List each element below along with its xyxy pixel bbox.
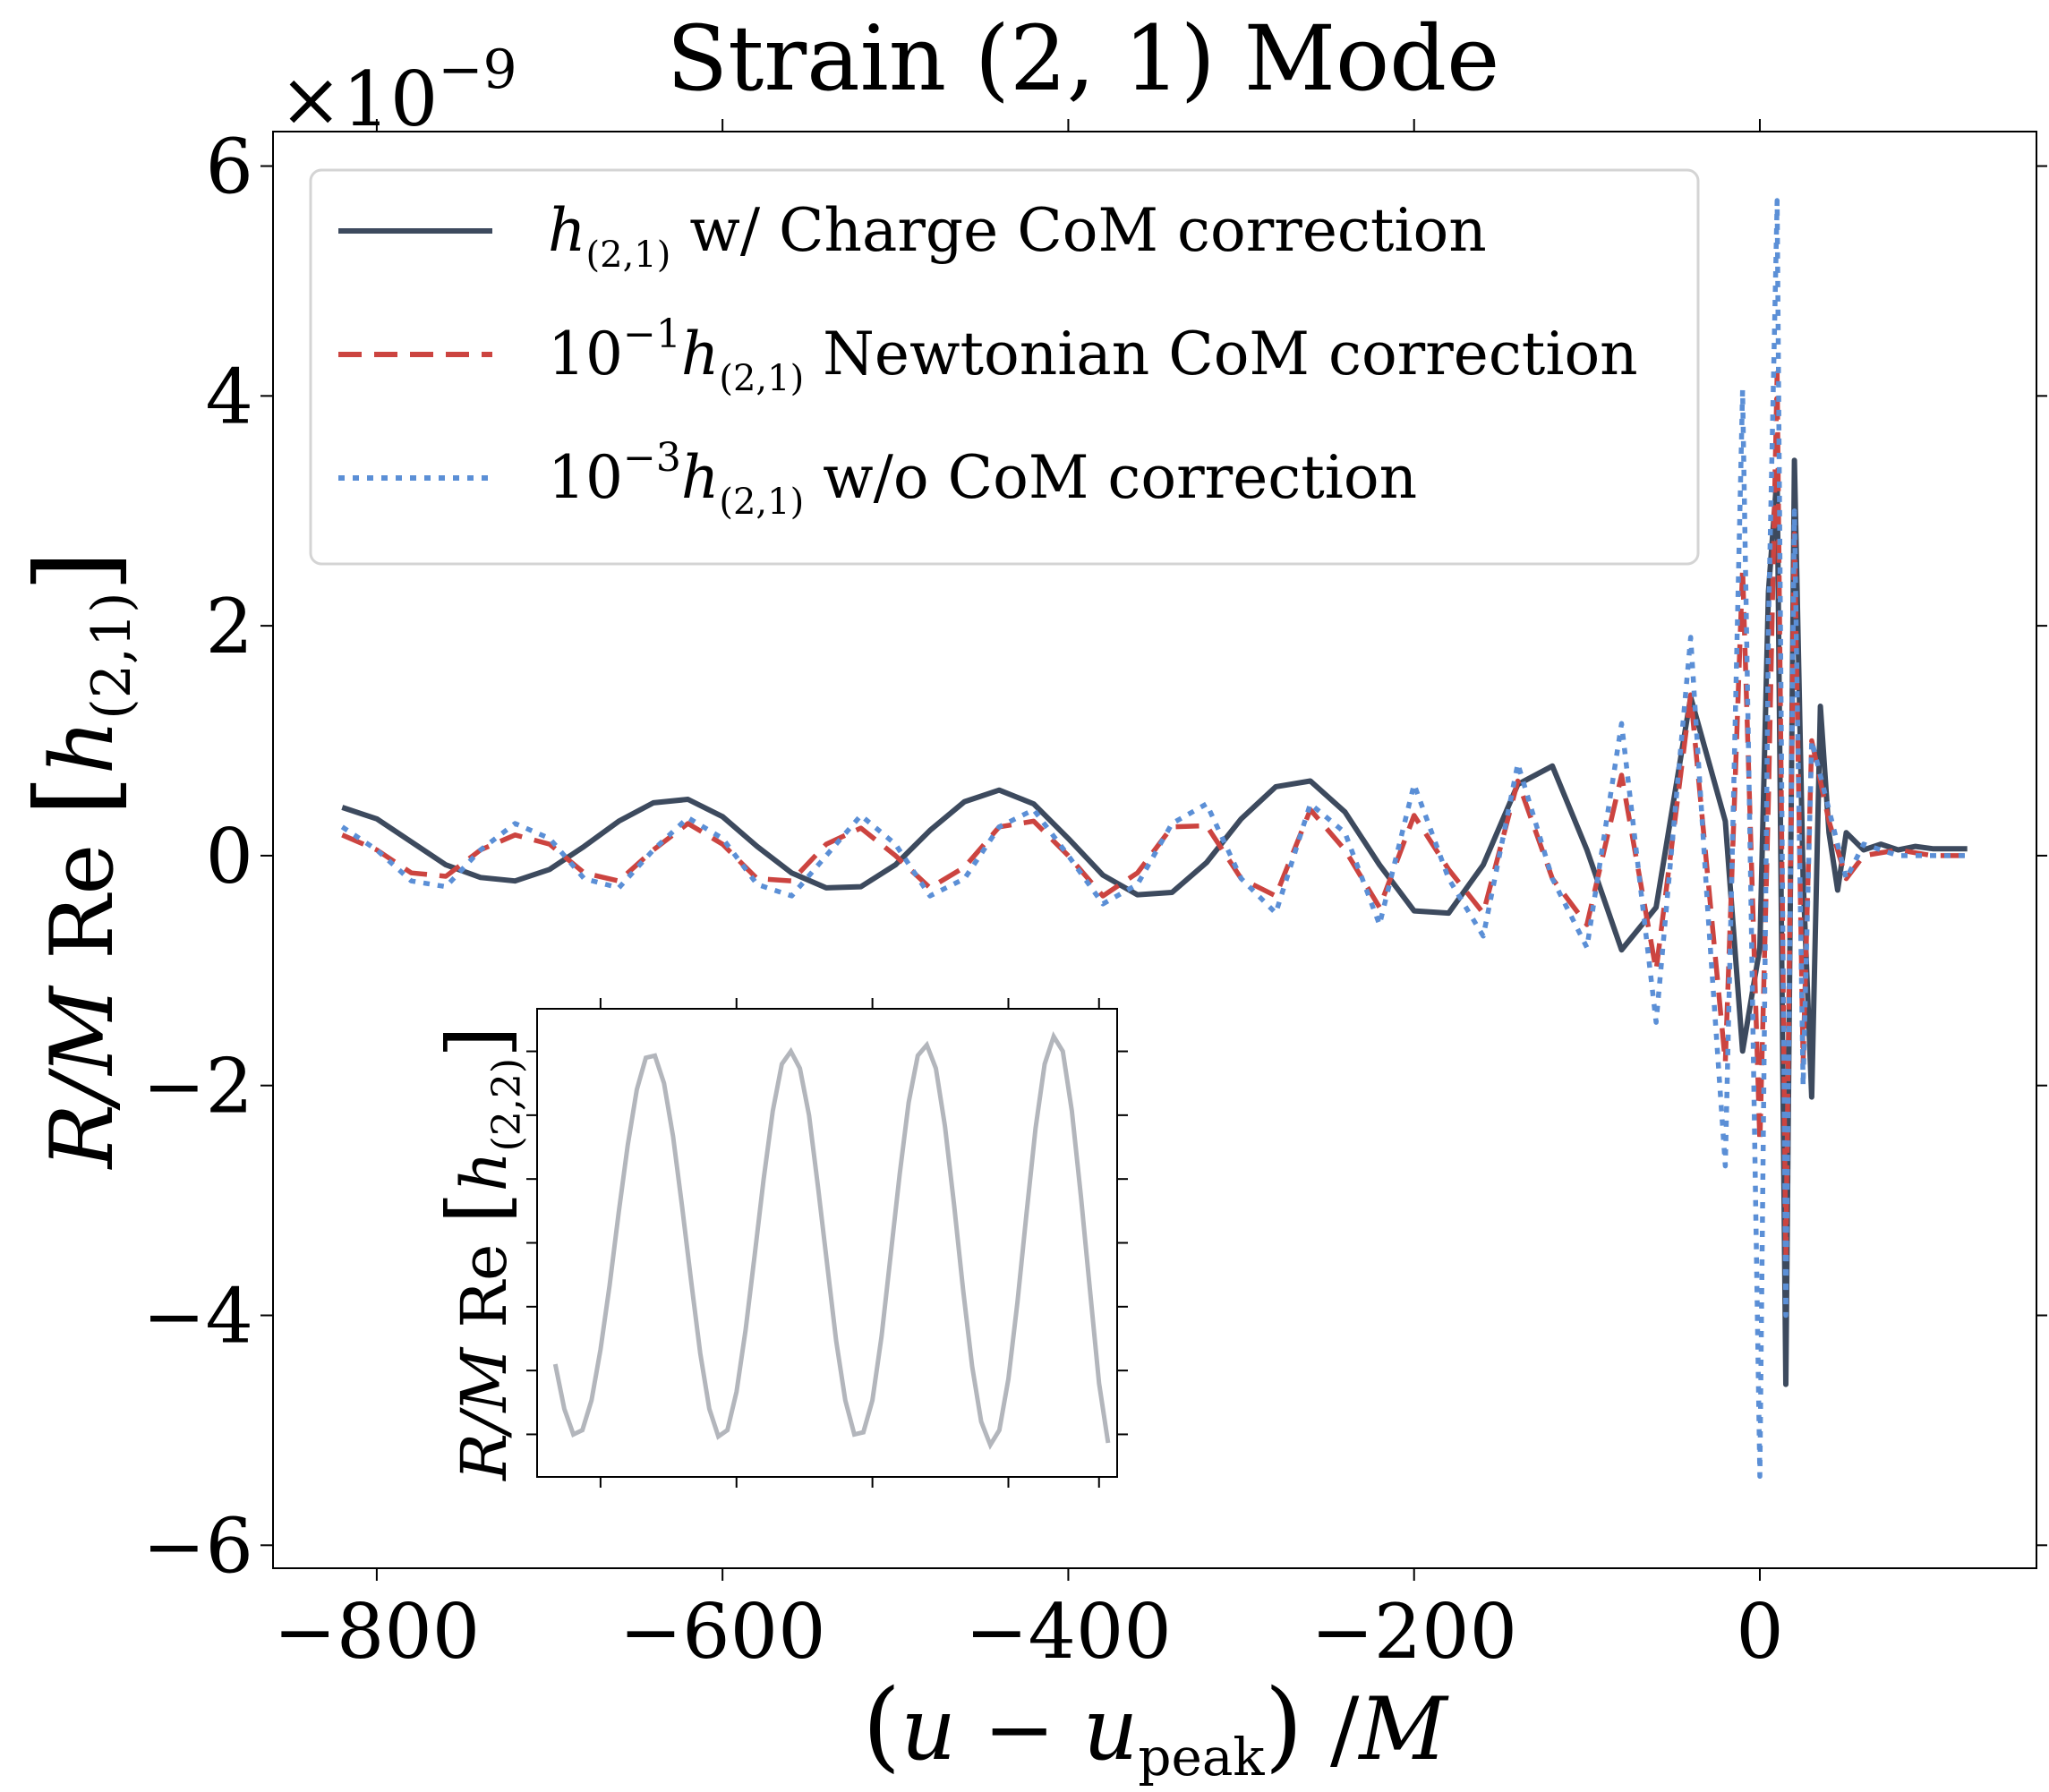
inset-frame <box>536 1008 1118 1478</box>
legend-box <box>309 168 1700 566</box>
y-tick-label: 2 <box>206 583 253 670</box>
y-ticks: −6 −4 −2 0 2 4 6 <box>142 124 2047 1590</box>
y-tick-label: 4 <box>206 353 253 440</box>
legend: h(2,1) w/ Charge CoM correction 10−1h(2,1… <box>309 168 1700 566</box>
inset-series-line <box>552 1030 1111 1450</box>
legend-label-charge: h(2,1) w/ Charge CoM correction <box>548 196 1487 276</box>
x-tick-label: −800 <box>274 1588 481 1676</box>
x-tick-label: −400 <box>965 1588 1172 1676</box>
y-tick-label: −4 <box>142 1273 253 1361</box>
chart-title: Strain (2, 1) Mode <box>667 6 1500 111</box>
y-offset-label: ×10−9 <box>279 38 517 143</box>
x-tick-label: −600 <box>619 1588 826 1676</box>
y-offset-base: ×10 <box>279 55 438 143</box>
y-tick-label: 0 <box>206 813 253 900</box>
series-layer <box>340 198 1968 1480</box>
inset-y-axis-label: R/M Re [h(2,2)] <box>430 1026 530 1482</box>
series-line-nocom <box>340 198 1968 1480</box>
y-tick-label: −6 <box>142 1502 253 1590</box>
x-tick-label: 0 <box>1736 1588 1783 1676</box>
y-axis-label: R/M Re [h(2,1)] <box>13 550 143 1171</box>
y-offset-exponent: −9 <box>438 38 517 101</box>
legend-label-nocom: 10−3h(2,1) w/o CoM correction <box>548 435 1417 523</box>
plot-frame <box>272 131 2037 1569</box>
y-tick-label: 6 <box>206 124 253 211</box>
x-ticks: −800 −600 −400 −200 0 <box>274 119 1784 1676</box>
x-axis-label: (u − upeak) /M <box>862 1668 1449 1788</box>
series-line-charge <box>341 457 1968 1387</box>
inset-ticks <box>526 998 1128 1488</box>
inset: R/M Re [h(2,2)] <box>430 998 1128 1488</box>
x-tick-label: −200 <box>1311 1588 1517 1676</box>
legend-entries: h(2,1) w/ Charge CoM correction 10−1h(2,1… <box>338 196 1638 523</box>
y-tick-label: −2 <box>142 1043 253 1131</box>
legend-label-newtonian: 10−1h(2,1) Newtonian CoM correction <box>548 311 1638 399</box>
